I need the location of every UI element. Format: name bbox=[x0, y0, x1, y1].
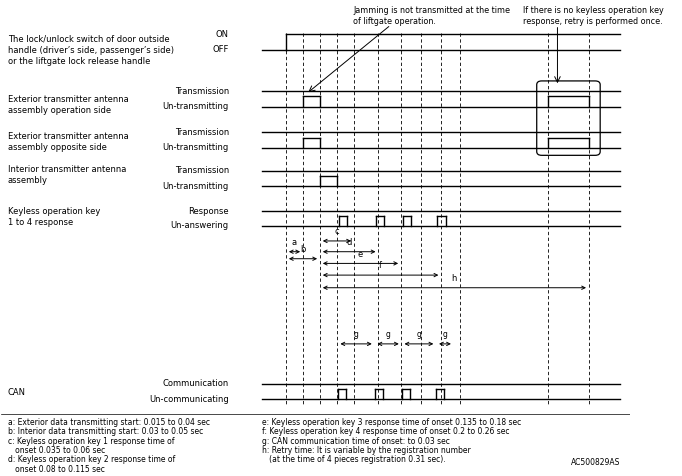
Text: The lock/unlock switch of door outside
handle (driver’s side, passenger’s side)
: The lock/unlock switch of door outside h… bbox=[8, 35, 174, 66]
Text: AC500829AS: AC500829AS bbox=[571, 458, 621, 467]
Text: Un-transmitting: Un-transmitting bbox=[162, 143, 229, 152]
Text: CAN: CAN bbox=[8, 387, 26, 397]
Text: e: Keyless operation key 3 response time of onset 0.135 to 0.18 sec: e: Keyless operation key 3 response time… bbox=[262, 418, 522, 427]
Text: Transmission: Transmission bbox=[175, 166, 229, 175]
Text: ON: ON bbox=[216, 30, 229, 39]
Text: g: g bbox=[417, 330, 421, 339]
Text: Communication: Communication bbox=[162, 379, 229, 388]
Text: (at the time of 4 pieces registration 0.31 sec).: (at the time of 4 pieces registration 0.… bbox=[262, 455, 446, 464]
Text: c: c bbox=[335, 227, 339, 236]
Text: Keyless operation key
1 to 4 response: Keyless operation key 1 to 4 response bbox=[8, 207, 100, 227]
Text: Un-transmitting: Un-transmitting bbox=[162, 182, 229, 191]
Text: f: Keyless operation key 4 response time of onset 0.2 to 0.26 sec: f: Keyless operation key 4 response time… bbox=[262, 427, 509, 436]
Text: onset 0.035 to 0.06 sec: onset 0.035 to 0.06 sec bbox=[8, 446, 105, 455]
Text: h: h bbox=[451, 274, 457, 283]
Text: Response: Response bbox=[188, 207, 229, 216]
Text: Un-transmitting: Un-transmitting bbox=[162, 102, 229, 111]
Text: g: g bbox=[386, 330, 391, 339]
Text: Exterior transmitter antenna
assembly operation side: Exterior transmitter antenna assembly op… bbox=[8, 95, 128, 115]
Text: c: Keyless operation key 1 response time of: c: Keyless operation key 1 response time… bbox=[8, 436, 174, 446]
Text: b: Interior data transmitting start: 0.03 to 0.05 sec: b: Interior data transmitting start: 0.0… bbox=[8, 427, 203, 436]
Text: Interior transmitter antenna
assembly: Interior transmitter antenna assembly bbox=[8, 165, 126, 186]
Text: d: Keyless operation key 2 response time of: d: Keyless operation key 2 response time… bbox=[8, 455, 175, 464]
Text: Un-answering: Un-answering bbox=[170, 221, 229, 230]
Text: Jamming is not transmitted at the time
of liftgate operation.: Jamming is not transmitted at the time o… bbox=[353, 6, 510, 26]
Text: g: g bbox=[354, 330, 359, 339]
Text: b: b bbox=[300, 245, 306, 254]
Text: d: d bbox=[346, 238, 352, 247]
Text: f: f bbox=[379, 261, 382, 270]
Text: g: CAN communication time of onset: to 0.03 sec: g: CAN communication time of onset: to 0… bbox=[262, 436, 450, 446]
Text: a: Exterior data transmitting start: 0.015 to 0.04 sec: a: Exterior data transmitting start: 0.0… bbox=[8, 418, 209, 427]
Text: onset 0.08 to 0.115 sec: onset 0.08 to 0.115 sec bbox=[8, 465, 104, 474]
Text: e: e bbox=[358, 250, 363, 259]
Text: g: g bbox=[443, 330, 447, 339]
Text: a: a bbox=[292, 238, 297, 247]
Text: Exterior transmitter antenna
assembly opposite side: Exterior transmitter antenna assembly op… bbox=[8, 132, 128, 152]
Text: Transmission: Transmission bbox=[175, 87, 229, 96]
Text: If there is no keyless operation key
response, retry is performed once.: If there is no keyless operation key res… bbox=[523, 6, 664, 26]
Text: h: Retry time: It is variable by the registration number: h: Retry time: It is variable by the reg… bbox=[262, 446, 471, 455]
Text: OFF: OFF bbox=[213, 45, 229, 54]
Text: Transmission: Transmission bbox=[175, 128, 229, 137]
Text: Un-communicating: Un-communicating bbox=[149, 395, 229, 404]
